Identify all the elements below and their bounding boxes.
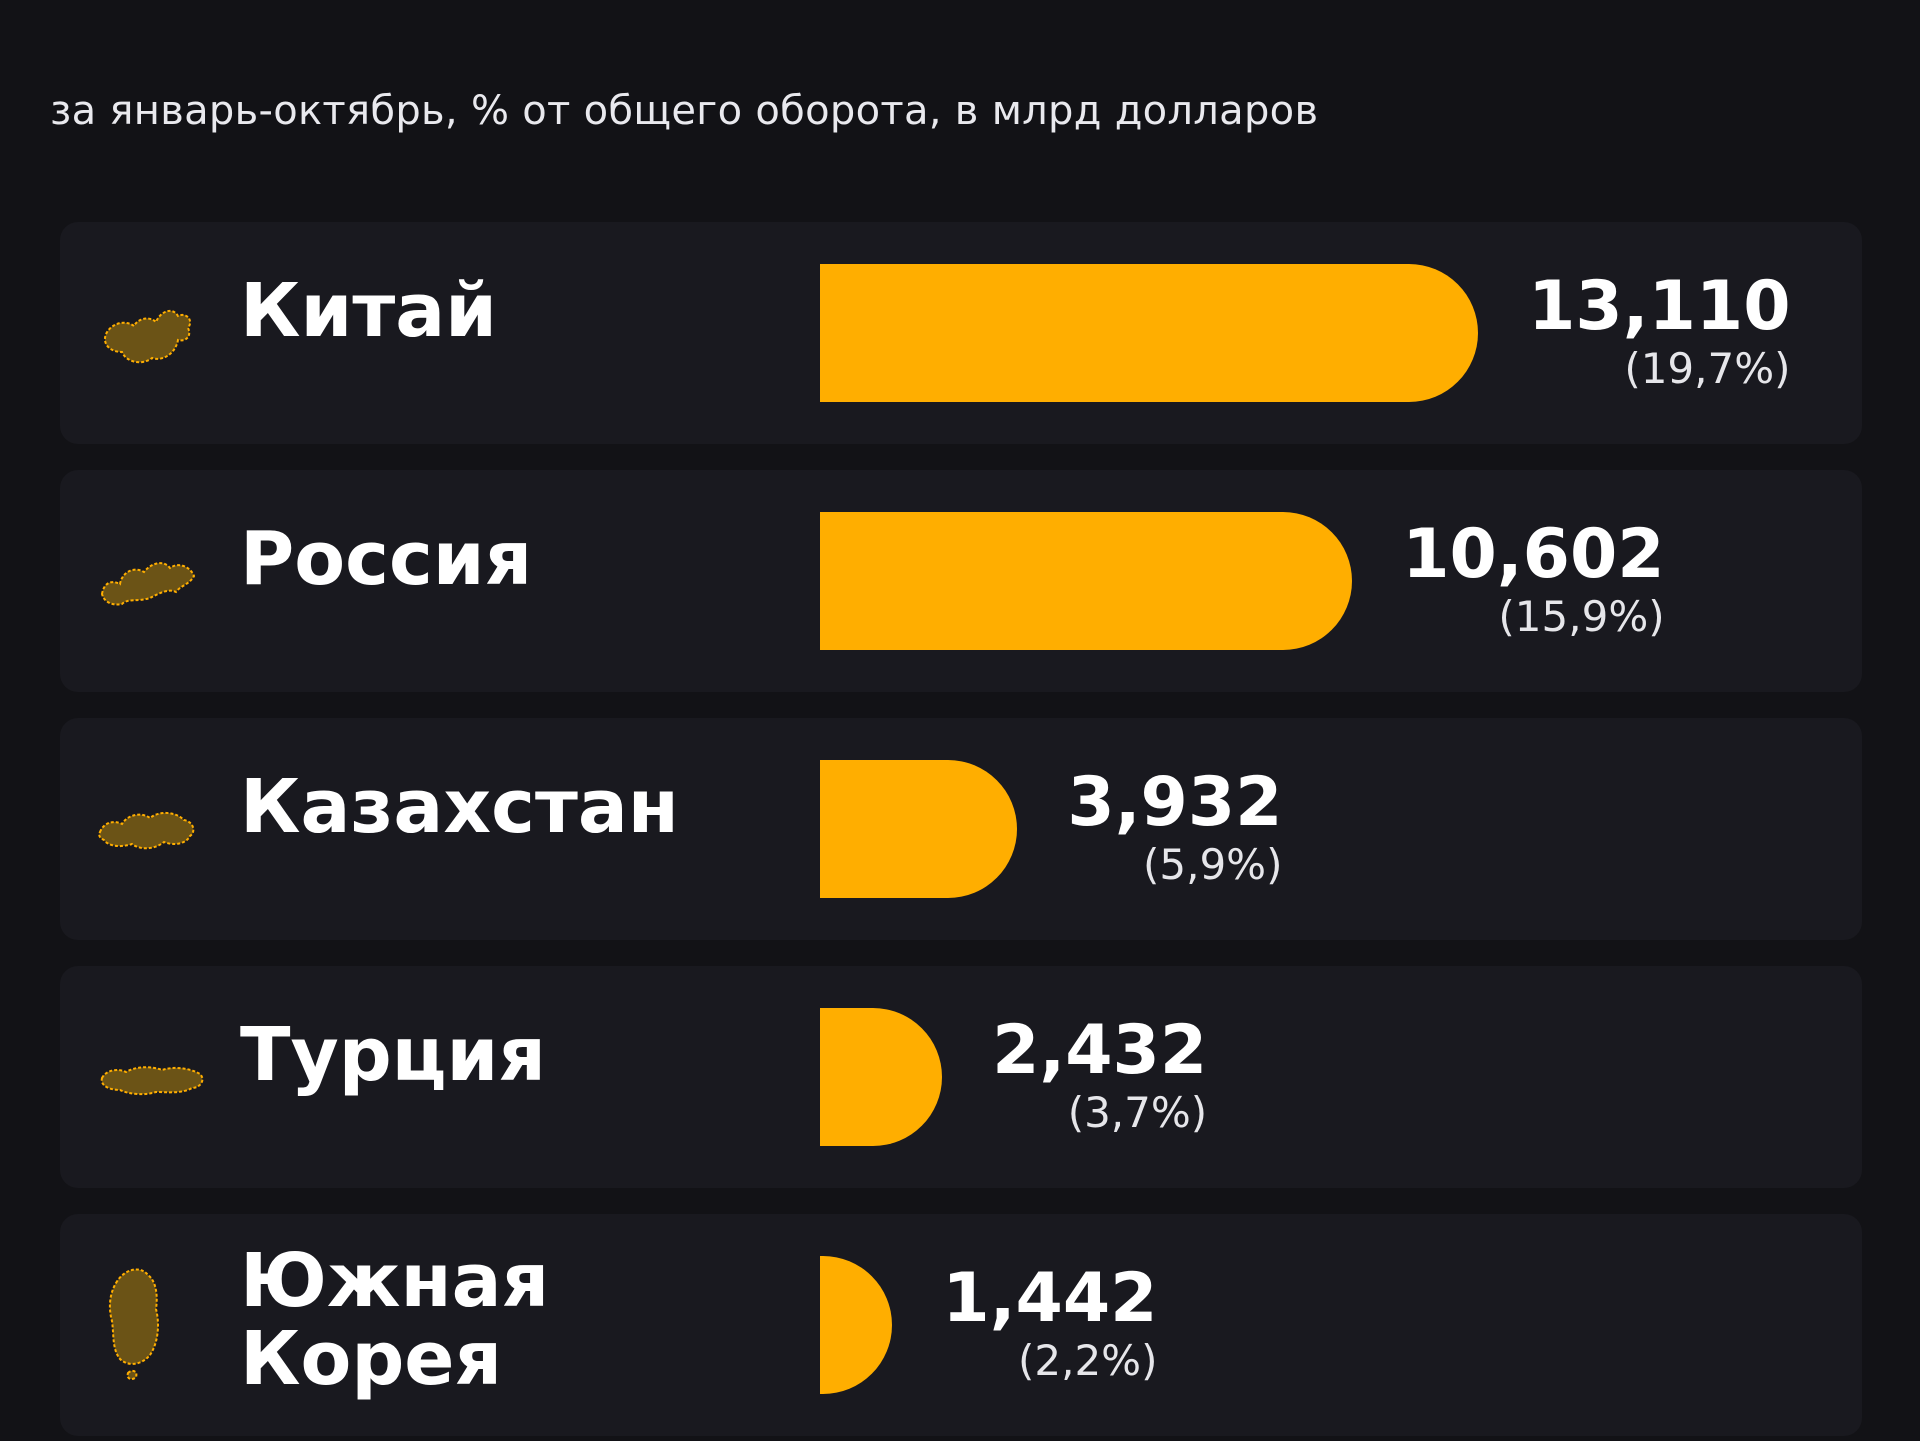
category-label: Китай [240,268,498,354]
bar [820,760,1018,898]
bar [820,1008,943,1146]
category-label: Турция [240,1012,546,1098]
turkey-map-icon [98,1040,208,1118]
kazakhstan-map-icon [98,792,198,870]
chart-row-2: Россия 10,602 (15,9%) [60,470,1862,692]
percent-label: (15,9%) [1498,592,1665,641]
percent-label: (5,9%) [1142,840,1283,889]
chart-row-4: Турция 2,432 (3,7%) [60,966,1862,1188]
value-label-group: 10,602 (15,9%) [1402,518,1664,642]
value-label: 13,110 [1528,267,1791,346]
percent-label: (3,7%) [1067,1088,1208,1137]
chart-row-5: Южная Корея 1,442 (2,2%) [60,1214,1862,1436]
value-label-group: 3,932 (5,9%) [1067,766,1282,890]
category-label: Россия [240,516,533,602]
value-label-group: 2,432 (3,7%) [992,1014,1207,1138]
bar [820,1256,893,1394]
category-label: Казахстан [240,764,679,850]
chart-row-3: Казахстан 3,932 (5,9%) [60,718,1862,940]
value-label-group: 13,110 (19,7%) [1528,270,1790,394]
south-korea-map-icon [98,1255,178,1399]
russia-map-icon [98,544,198,622]
china-map-icon [98,296,198,374]
percent-label: (2,2%) [1017,1336,1158,1385]
chart-row-1: Китай 13,110 (19,7%) [60,222,1862,444]
bar [820,512,1353,650]
percent-label: (19,7%) [1624,344,1791,393]
value-label: 10,602 [1402,515,1665,594]
value-label: 1,442 [942,1259,1158,1338]
chart-subtitle: за январь-октябрь, % от общего оборота, … [50,88,1319,134]
bar [820,264,1479,402]
value-label: 2,432 [992,1011,1208,1090]
value-label: 3,932 [1067,763,1283,842]
category-label: Южная Корея [240,1238,550,1402]
value-label-group: 1,442 (2,2%) [942,1262,1157,1386]
